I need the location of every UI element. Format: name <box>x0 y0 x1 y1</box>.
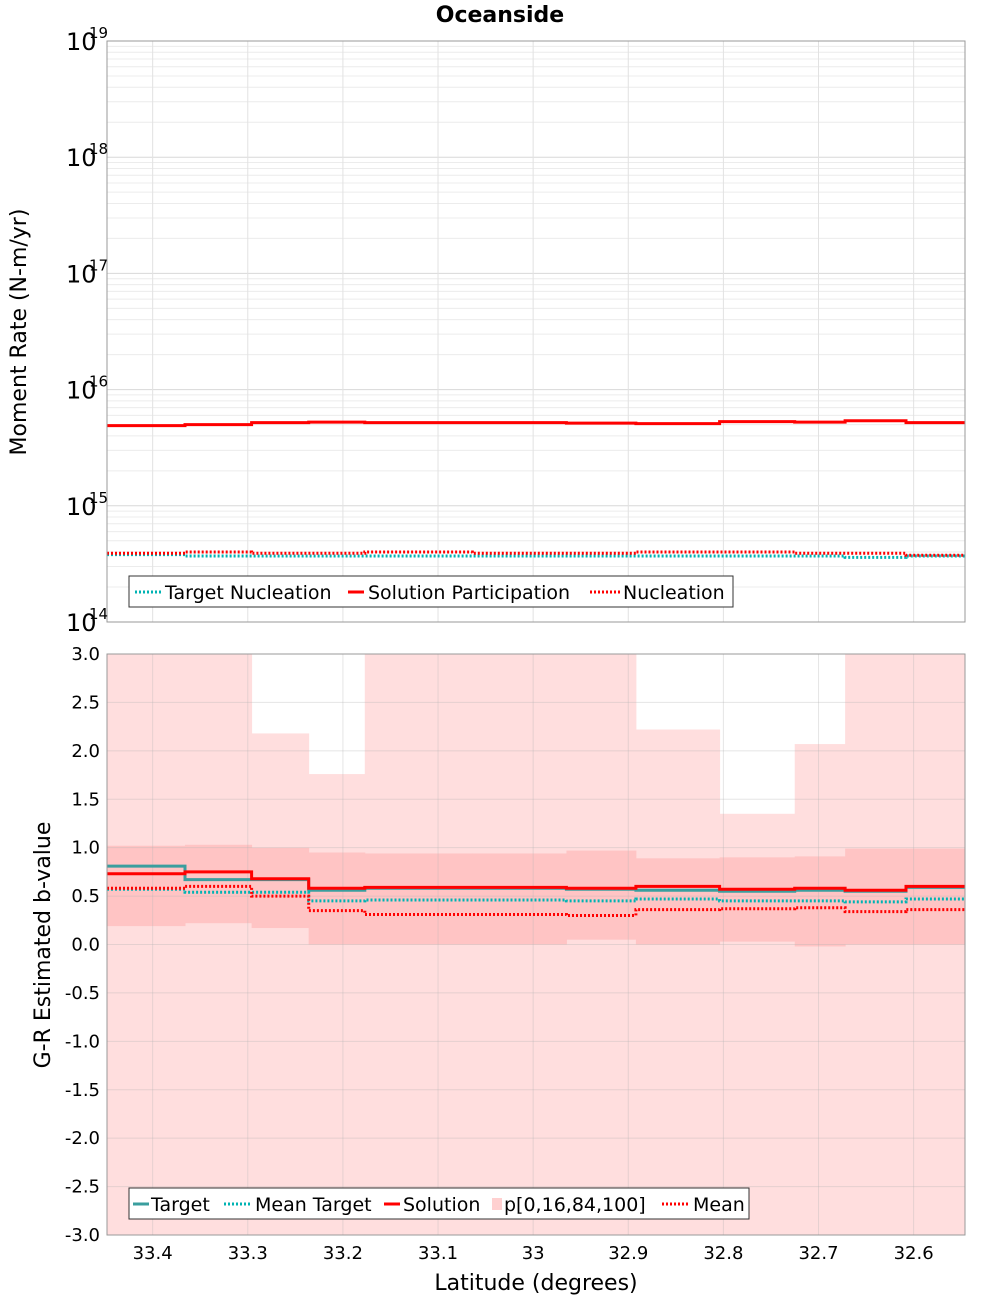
bottom-y-tick-label: 1.5 <box>71 789 100 810</box>
top-y-tick-exponent: 15 <box>89 489 108 507</box>
legend-label-solution-participation: Solution Participation <box>368 582 570 604</box>
x-tick-label: 32.8 <box>703 1243 743 1264</box>
x-tick-label: 32.9 <box>608 1243 648 1264</box>
legend-label-mean-target: Mean Target <box>255 1194 372 1216</box>
bottom-series-group <box>107 864 965 917</box>
band-p0-p100-bin <box>107 654 186 1235</box>
bottom-y-tick-label: 2.5 <box>71 692 100 713</box>
top-y-tick-exponent: 14 <box>89 605 108 623</box>
band-p16-p84-bin <box>845 848 907 945</box>
bottom-y-tick-label: -3.0 <box>65 1225 100 1246</box>
series-solution-participation <box>107 419 965 428</box>
top-y-tick-base: 10 <box>66 377 97 405</box>
bottom-y-tick-label: -1.5 <box>65 1080 100 1101</box>
top-plot-background <box>107 41 965 622</box>
top-y-tick-base: 10 <box>66 493 97 521</box>
bottom-y-tick-label: -2.0 <box>65 1128 100 1149</box>
band-p0-p100-bin <box>185 654 253 1235</box>
bottom-y-axis-label: G-R Estimated b-value <box>31 822 56 1069</box>
bottom-percentile-bands <box>107 654 966 1235</box>
series-nucleation <box>107 550 965 557</box>
x-axis-label: Latitude (degrees) <box>434 1271 637 1296</box>
top-y-tick-exponent: 19 <box>89 24 108 42</box>
bottom-plot-frame <box>106 653 966 1236</box>
series-solution <box>107 870 965 892</box>
top-series-group <box>107 419 965 559</box>
series-mean-target <box>107 887 965 904</box>
top-plot-frame <box>106 40 966 623</box>
top-y-tick-exponent: 17 <box>89 256 108 274</box>
legend-swatch-percentiles <box>492 1198 502 1210</box>
bottom-y-tick-label: -2.5 <box>65 1177 100 1198</box>
bottom-legend: Target Mean Target Solution p[0,16,84,10… <box>128 1187 750 1220</box>
top-y-tick-base: 10 <box>66 260 97 288</box>
legend-label-mean: Mean <box>693 1194 745 1216</box>
x-tick-labels: 33.4 33.3 33.2 33.1 33 32.9 32.8 32.7 32.6 <box>133 1243 934 1264</box>
series-mean <box>107 884 965 917</box>
band-p16-p84-bin <box>566 850 637 940</box>
band-p0-p100-bin <box>308 774 366 1235</box>
top-y-tick-base: 10 <box>66 144 97 172</box>
bottom-gridlines <box>107 653 965 1236</box>
bottom-y-tick-label: 0.5 <box>71 886 100 907</box>
legend-label-target-nucleation: Target Nucleation <box>164 582 332 604</box>
band-p16-p84-bin <box>635 858 721 945</box>
band-p16-p84-bin <box>906 848 966 945</box>
legend-label-solution: Solution <box>403 1194 480 1216</box>
top-y-tick-base: 10 <box>66 28 97 56</box>
bottom-y-tick-label: -0.5 <box>65 983 100 1004</box>
x-tick-label: 33.1 <box>418 1243 458 1264</box>
chart-title: Oceanside <box>436 3 564 28</box>
x-tick-label: 33.4 <box>133 1243 173 1264</box>
band-p0-p100-bin <box>566 654 637 1235</box>
band-p16-p84-bin <box>185 844 253 924</box>
bottom-y-tick-labels: -3.0 -2.5 -2.0 -1.5 -1.0 -0.5 0.0 0.5 1.0 1.5 2.0 2… <box>65 644 100 1246</box>
x-tick-label: 33.3 <box>228 1243 268 1264</box>
x-tick-label: 33 <box>522 1243 545 1264</box>
legend-label-target: Target <box>150 1194 210 1216</box>
bottom-y-tick-label: 2.0 <box>71 741 100 762</box>
bottom-y-tick-label: 0.0 <box>71 935 100 956</box>
bottom-panel: -3.0 -2.5 -2.0 -1.5 -1.0 -0.5 0.0 0.5 1.0 1.5 2.0 2… <box>31 644 966 1296</box>
series-target-nucleation <box>107 553 965 559</box>
band-p16-p84-bin <box>251 847 310 929</box>
top-y-tick-base: 10 <box>66 609 97 637</box>
band-p16-p84-bin <box>107 845 186 927</box>
bottom-y-tick-label: -1.0 <box>65 1031 100 1052</box>
top-y-tick-exponent: 18 <box>89 140 108 158</box>
legend-label-nucleation: Nucleation <box>623 582 725 604</box>
band-p0-p100-bin <box>251 733 310 1235</box>
band-p0-p100-bin <box>635 729 721 1235</box>
bottom-y-tick-label: 1.0 <box>71 838 100 859</box>
x-tick-label: 33.2 <box>323 1243 363 1264</box>
top-y-axis-label: Moment Rate (N-m/yr) <box>7 209 32 456</box>
band-p16-p84-bin <box>308 852 366 945</box>
top-legend-box <box>128 575 734 608</box>
band-p0-p100-bin <box>794 744 846 1235</box>
top-y-tick-exponent: 16 <box>89 373 108 391</box>
legend-label-percentiles: p[0,16,84,100] <box>504 1194 646 1216</box>
top-legend: Target Nucleation Solution Participation… <box>128 575 734 608</box>
top-gridlines <box>107 41 965 623</box>
x-tick-label: 32.6 <box>894 1243 934 1264</box>
bottom-y-tick-label: 3.0 <box>71 644 100 665</box>
x-tick-label: 32.7 <box>798 1243 838 1264</box>
